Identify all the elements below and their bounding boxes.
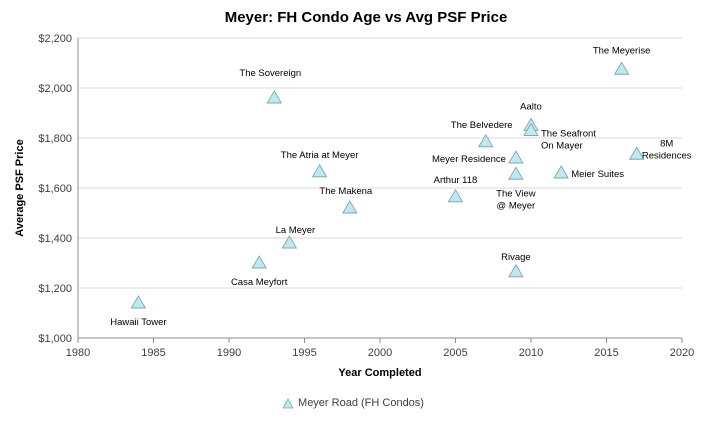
point-label: The Seafront On Mayer	[541, 129, 596, 152]
x-tick-label: 2000	[368, 347, 392, 359]
data-point-triangle	[508, 263, 524, 278]
data-point-triangle	[447, 188, 464, 203]
x-tick-label: 1995	[292, 347, 316, 359]
y-tick-label: $1,400	[38, 233, 72, 245]
y-tick-labels: $1,000 $1,200 $1,400 $1,600 $1,800 $2,000 $2,2…	[38, 33, 72, 345]
data-point-triangle	[523, 122, 539, 136]
point-label: The Sovereign	[239, 68, 301, 79]
point-labels: Hawaii Tower Casa Meyfort The Sovereign La …	[110, 45, 692, 328]
point-label: The Makena	[319, 186, 373, 197]
point-label: The View @ Meyer	[496, 188, 536, 211]
chart-title: Meyer: FH Condo Age vs Avg PSF Price	[225, 9, 508, 26]
data-points	[130, 61, 645, 309]
data-point-triangle	[477, 133, 494, 148]
point-label: La Meyer	[276, 225, 316, 236]
x-tick-label: 2005	[443, 347, 467, 359]
point-label: 8M Residences	[642, 138, 692, 161]
data-point-triangle	[628, 146, 645, 160]
data-point-triangle	[342, 200, 358, 214]
point-label: Arthur 118	[434, 175, 478, 186]
y-tick-label: $1,000	[38, 333, 72, 345]
y-axis-title: Average PSF Price	[14, 139, 26, 236]
x-tick-label: 2020	[670, 347, 694, 359]
legend: Meyer Road (FH Condos)	[0, 397, 706, 409]
axes	[77, 38, 683, 343]
point-label: Casa Meyfort	[231, 277, 288, 288]
y-tick-label: $1,200	[38, 283, 72, 295]
y-tick-label: $2,200	[38, 33, 72, 45]
data-point-triangle	[553, 165, 569, 179]
point-label: The Belvedere	[451, 120, 513, 131]
data-point-triangle	[281, 235, 298, 249]
y-tick-label: $2,000	[38, 83, 72, 95]
point-label: Meier Suites	[571, 169, 624, 180]
point-label: The Atria at Meyer	[281, 150, 359, 161]
legend-triangle-icon	[282, 397, 294, 408]
data-point-triangle	[613, 61, 630, 75]
data-point-triangle	[508, 166, 524, 180]
x-axis-title: Year Completed	[338, 367, 421, 379]
x-tick-label: 1980	[66, 347, 90, 359]
x-tick-label: 2015	[594, 347, 618, 359]
data-point-triangle	[130, 295, 147, 309]
y-tick-label: $1,600	[38, 183, 72, 195]
x-tick-label: 2010	[519, 347, 543, 359]
data-point-triangle	[251, 255, 267, 269]
point-label: Aalto	[520, 102, 542, 113]
x-tick-label: 1985	[141, 347, 165, 359]
point-label: Meyer Residence	[432, 154, 506, 165]
gridlines	[78, 37, 682, 289]
data-point-triangle	[508, 150, 524, 164]
point-label: Rivage	[501, 252, 531, 263]
x-tick-label: 1990	[217, 347, 241, 359]
point-label: The Meyerise	[593, 45, 651, 56]
data-point-triangle	[266, 90, 283, 104]
x-tick-labels: 1980 1985 1990 1995 2000 2005 2010 2015 2020	[66, 347, 694, 359]
point-label: Hawaii Tower	[110, 317, 166, 328]
legend-series-label: Meyer Road (FH Condos)	[298, 397, 424, 409]
y-tick-label: $1,800	[38, 133, 72, 145]
data-point-triangle	[311, 163, 328, 178]
